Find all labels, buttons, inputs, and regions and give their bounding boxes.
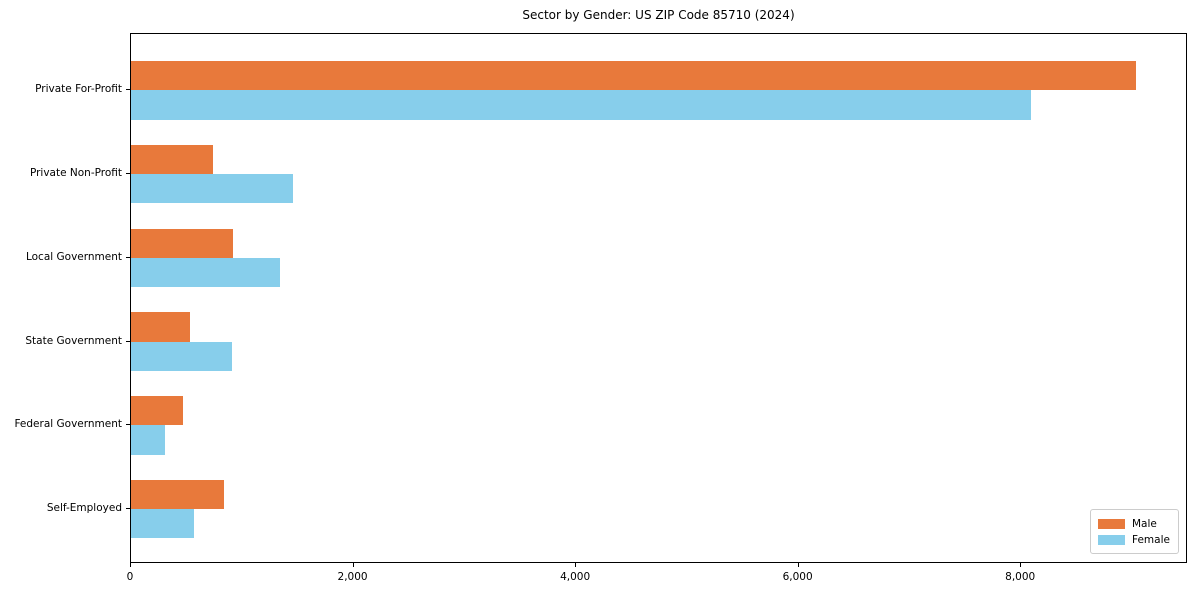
bar-male-federal-government xyxy=(131,396,184,426)
bar-female-state-government xyxy=(131,341,233,371)
y-axis-label-federal-government: Federal Government xyxy=(14,418,122,431)
bar-male-self-employed xyxy=(131,479,225,510)
female-color-swatch xyxy=(1098,534,1125,545)
legend-label-female: Female xyxy=(1132,533,1170,546)
x-axis-label-8000: 8,000 xyxy=(1005,571,1036,583)
bar-female-private-for-profit xyxy=(131,90,1032,120)
plot-area xyxy=(130,33,1187,563)
x-axis-label-6000: 6,000 xyxy=(782,571,813,583)
y-axis-label-state-government: State Government xyxy=(25,334,122,347)
bar-female-private-non-profit xyxy=(131,174,294,204)
x-tick-mark xyxy=(352,563,354,567)
y-tick-mark xyxy=(126,256,130,258)
y-tick-mark xyxy=(126,89,130,91)
x-axis-label-0: 0 xyxy=(126,571,134,583)
bar-male-local-government xyxy=(131,228,234,258)
y-axis-label-private-non-profit: Private Non-Profit xyxy=(29,167,122,180)
legend-label-male: Male xyxy=(1132,517,1157,530)
x-tick-mark xyxy=(575,563,577,567)
legend: Male Female xyxy=(1090,509,1179,554)
bar-female-federal-government xyxy=(131,425,166,455)
x-tick-mark xyxy=(1020,563,1022,567)
bar-male-private-for-profit xyxy=(131,61,1136,91)
legend-item-female: Female xyxy=(1098,534,1171,546)
y-tick-mark xyxy=(126,424,130,426)
bar-female-local-government xyxy=(131,257,281,288)
legend-item-male: Male xyxy=(1098,518,1171,530)
bar-female-self-employed xyxy=(131,509,195,539)
y-axis-label-private-for-profit: Private For-Profit xyxy=(35,83,122,96)
bar-male-state-government xyxy=(131,312,190,342)
x-tick-mark xyxy=(797,563,799,567)
x-axis-label-4000: 4,000 xyxy=(560,571,591,583)
y-tick-mark xyxy=(126,340,130,342)
x-tick-mark xyxy=(130,563,131,567)
y-axis-label-self-employed: Self-Employed xyxy=(46,502,122,515)
bar-male-private-non-profit xyxy=(131,144,214,175)
male-color-swatch xyxy=(1098,518,1125,529)
y-axis-label-local-government: Local Government xyxy=(25,250,122,263)
x-axis-label-2000: 2,000 xyxy=(337,571,368,583)
y-tick-mark xyxy=(126,173,130,175)
chart-title: Sector by Gender: US ZIP Code 85710 (202… xyxy=(522,8,795,22)
y-tick-mark xyxy=(126,508,130,510)
